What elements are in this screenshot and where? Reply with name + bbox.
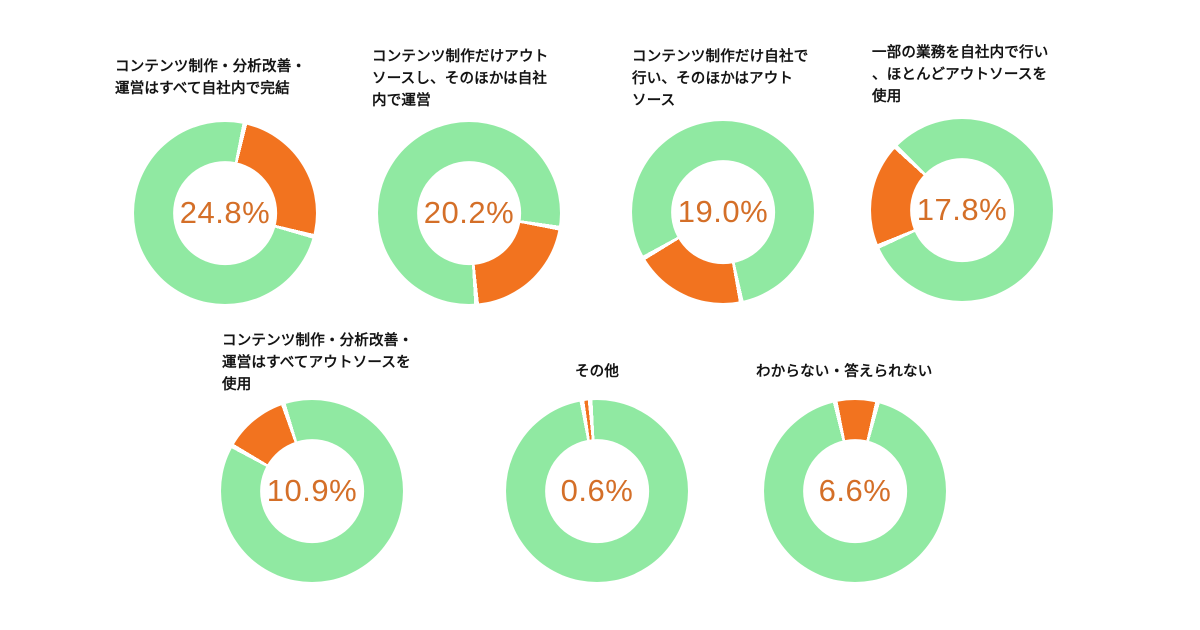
donut-hole [417, 161, 521, 265]
donut-hole [260, 439, 364, 543]
chart-title: コンテンツ制作だけアウト ソースし、そのほかは自社 内で運営 [372, 49, 549, 109]
chart-title: コンテンツ制作・分析改善・ 運営はすべて自社内で完結 [115, 59, 307, 97]
donut-value-label: 10.9% [266, 473, 358, 508]
donut-value-label: 0.6% [560, 473, 634, 508]
donut-value-label: 6.6% [818, 473, 892, 508]
chart-title: その他 [574, 364, 620, 380]
donut-ring: 24.8% [134, 122, 316, 304]
chart-title: 一部の業務を自社内で行い 、ほとんどアウトソースを 使用 [872, 45, 1049, 105]
donut-hole [173, 161, 277, 265]
donut-value-label: 24.8% [179, 195, 271, 230]
donut-hole [803, 439, 907, 543]
donut-ring: 6.6% [764, 400, 946, 582]
donut-ring: 10.9% [221, 400, 403, 582]
donut-hole [545, 439, 649, 543]
donut-ring: 0.6% [506, 400, 688, 582]
donut-hole [910, 158, 1014, 262]
donut-ring: 20.2% [378, 122, 560, 304]
donut-ring: 19.0% [632, 121, 814, 303]
donut-value-label: 20.2% [423, 195, 515, 230]
donut-ring: 17.8% [871, 119, 1053, 301]
chart-title: コンテンツ制作・分析改善・ 運営はすべてアウトソースを 使用 [222, 333, 414, 393]
donut-value-label: 19.0% [677, 194, 769, 229]
chart-title: わからない・答えられない [756, 364, 933, 380]
chart-title: コンテンツ制作だけ自社で 行い、そのほかはアウト ソース [632, 49, 809, 109]
donut-hole [671, 160, 775, 264]
donut-value-label: 17.8% [916, 192, 1008, 227]
